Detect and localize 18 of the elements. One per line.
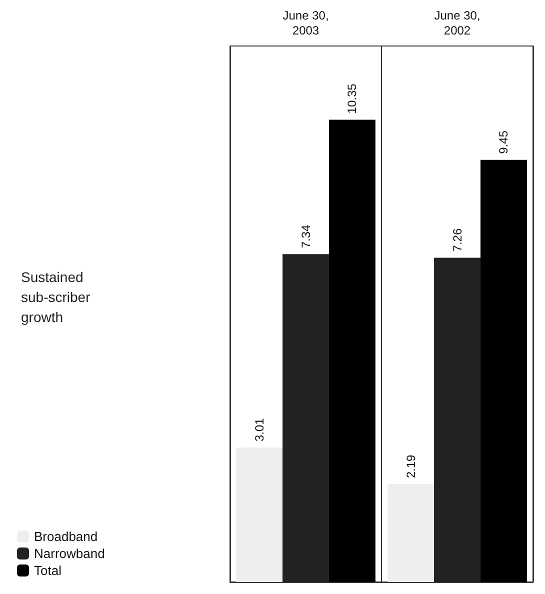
text: Sustained sub-scriber growth xyxy=(21,269,94,325)
data-label: 9.45 xyxy=(496,130,511,154)
data-label: 10.35 xyxy=(345,83,360,114)
bar xyxy=(328,120,376,582)
legend-label: Broadband xyxy=(34,529,98,544)
bar xyxy=(480,160,527,582)
x-tick-label: June 30, 2003 xyxy=(282,8,329,38)
data-label: 3.01 xyxy=(252,418,266,442)
data-label: 2.19 xyxy=(404,454,418,478)
bar xyxy=(236,448,283,582)
legend-label: Total xyxy=(34,563,62,578)
data-label: 7.34 xyxy=(298,224,313,248)
bar xyxy=(388,484,434,582)
bar xyxy=(434,258,480,582)
x-tick-label: June 30, 2002 xyxy=(434,8,480,38)
legend-label: Narrowband xyxy=(34,546,105,561)
bar xyxy=(282,254,329,582)
data-label: 7.26 xyxy=(450,228,464,252)
